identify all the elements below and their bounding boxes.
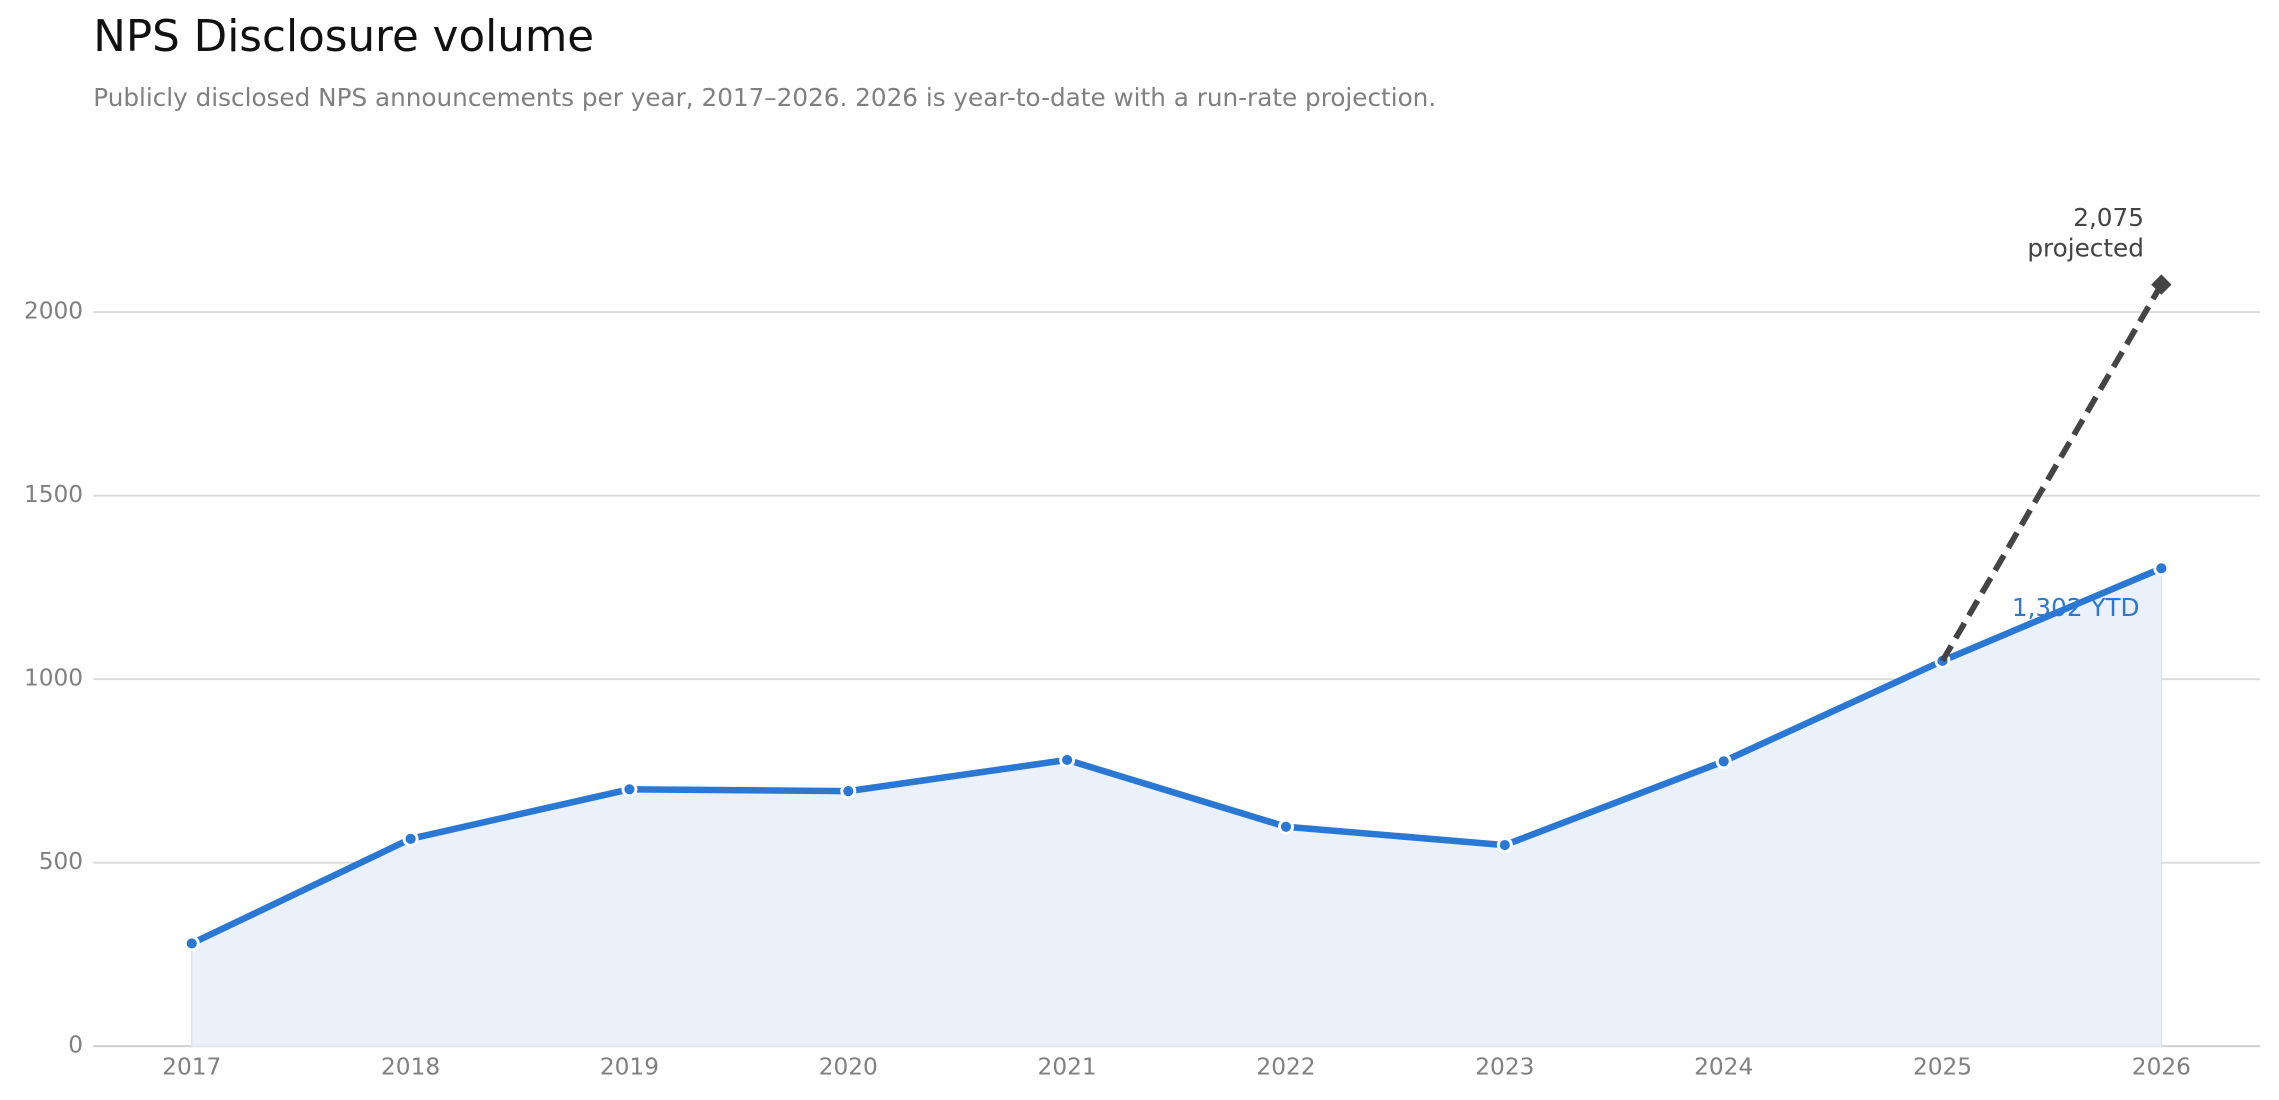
x-tick-label: 2024	[1694, 1054, 1753, 1081]
marker	[183, 935, 200, 952]
value-label: 1,302 YTD	[2012, 593, 2140, 622]
y-tick-label: 1500	[24, 481, 83, 508]
marker	[1715, 753, 1732, 770]
x-tick-label: 2020	[819, 1054, 878, 1081]
marker	[1496, 837, 1513, 854]
chart-title: NPS Disclosure volume	[93, 12, 594, 62]
value-label: 2,075	[2073, 203, 2144, 232]
y-tick-label: 2000	[24, 298, 83, 325]
area	[191, 567, 2163, 1047]
x-tick-label: 2023	[1475, 1054, 1534, 1081]
marker	[1277, 818, 1294, 835]
x-tick-label: 2022	[1256, 1054, 1315, 1081]
y-tick-label: 500	[39, 848, 83, 875]
x-tick-label: 2026	[2132, 1054, 2191, 1081]
marker	[1059, 751, 1076, 768]
x-tick-label: 2021	[1038, 1054, 1097, 1081]
y-tick-label: 1000	[24, 665, 83, 692]
marker	[840, 783, 857, 800]
x-tick-label: 2018	[381, 1054, 440, 1081]
x-tick-label: 2019	[600, 1054, 659, 1081]
x-tick-label: 2017	[162, 1054, 221, 1081]
marker	[621, 781, 638, 798]
marker	[402, 830, 419, 847]
chart-subtitle: Publicly disclosed NPS announcements per…	[93, 83, 1436, 112]
y-tick-label: 0	[68, 1032, 83, 1059]
marker	[2153, 560, 2170, 577]
x-tick-label: 2025	[1913, 1054, 1972, 1081]
annotation: projected	[2027, 234, 2144, 263]
line	[1940, 283, 2164, 663]
line	[190, 565, 2163, 947]
